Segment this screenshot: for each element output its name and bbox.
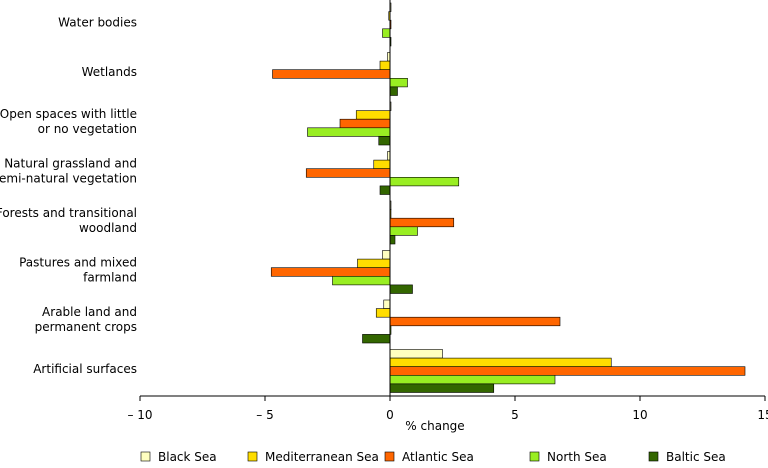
legend-swatch: [384, 451, 395, 462]
category-label: woodland: [79, 221, 137, 235]
bar-6-mediterranean-sea: [375, 308, 391, 318]
legend-swatch: [247, 451, 258, 462]
bar-5-atlantic-sea: [270, 267, 391, 277]
legend-swatch: [140, 451, 151, 462]
bar-3-mediterranean-sea: [373, 159, 391, 170]
legend-label: North Sea: [547, 450, 607, 464]
x-tick-label: 5: [511, 408, 519, 422]
category-label: Natural grassland and: [4, 157, 137, 171]
bar-7-mediterranean-sea: [389, 357, 612, 368]
legend-swatch: [648, 451, 659, 462]
bar-5-black-sea: [382, 250, 391, 260]
category-label: Open spaces with little: [0, 107, 137, 121]
category-label: Pastures and mixed: [19, 256, 137, 270]
legend-swatch: [529, 451, 540, 462]
x-tick-label: – 5: [256, 408, 273, 422]
bar-1-north-sea: [389, 78, 408, 88]
bar-7-atlantic-sea: [389, 366, 746, 376]
bar-4-baltic-sea: [389, 235, 396, 245]
bar-5-baltic-sea: [389, 284, 413, 294]
bar-4-north-sea: [389, 226, 418, 236]
bar-7-baltic-sea: [389, 383, 495, 393]
bar-6-baltic-sea: [362, 334, 391, 344]
bar-6-black-sea: [383, 299, 391, 309]
bar-5-mediterranean-sea: [357, 258, 391, 269]
bar-2-mediterranean-sea: [355, 110, 391, 120]
x-tick-label: – 10: [127, 408, 152, 422]
bar-1-baltic-sea: [389, 86, 398, 96]
x-axis-label: % change: [405, 419, 464, 433]
bar-3-north-sea: [389, 177, 460, 187]
category-label: Forests and transitional: [0, 206, 137, 220]
bar-3-atlantic-sea: [305, 168, 391, 178]
x-tick-label: 10: [632, 408, 647, 422]
category-label: Arable land and: [42, 305, 137, 319]
category-label: or no vegetation: [38, 122, 137, 136]
legend-label: Mediterranean Sea: [265, 450, 379, 464]
category-label: Artificial surfaces: [33, 362, 137, 376]
category-label: farmland: [83, 271, 137, 285]
category-label: Water bodies: [58, 16, 137, 30]
x-tick-label: 15: [757, 408, 768, 422]
legend-label: Black Sea: [158, 450, 217, 464]
bar-7-north-sea: [389, 374, 556, 385]
bar-7-black-sea: [389, 349, 443, 359]
category-label: semi-natural vegetation: [0, 172, 137, 186]
bar-2-baltic-sea: [378, 136, 391, 146]
legend-label: Baltic Sea: [666, 450, 726, 464]
bar-4-atlantic-sea: [389, 217, 455, 228]
category-label: permanent crops: [35, 320, 137, 334]
bar-6-atlantic-sea: [389, 316, 561, 327]
bar-5-north-sea: [332, 275, 391, 286]
x-tick-label: 0: [386, 408, 394, 422]
category-label: Wetlands: [82, 65, 137, 79]
bar-0-north-sea: [382, 28, 391, 38]
bar-1-atlantic-sea: [272, 69, 391, 79]
bar-2-atlantic-sea: [339, 118, 391, 129]
bar-3-baltic-sea: [379, 185, 391, 195]
legend-label: Atlantic Sea: [402, 450, 474, 464]
bar-1-mediterranean-sea: [379, 60, 391, 70]
bar-2-north-sea: [307, 127, 391, 137]
